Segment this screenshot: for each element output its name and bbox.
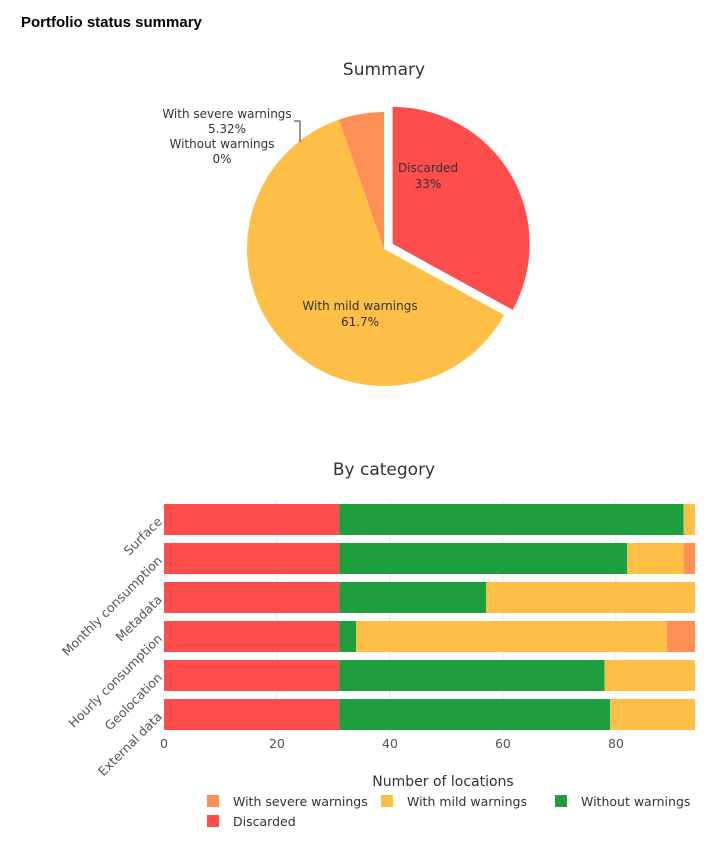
- bar-segment-without-warnings: [339, 582, 486, 613]
- bar-segment-without-warnings: [339, 621, 357, 652]
- bar-segment-discarded: [164, 660, 340, 691]
- x-tick-label: 60: [495, 736, 511, 751]
- bar-segment-with-mild-warnings: [610, 699, 695, 730]
- bar-segment-with-mild-warnings: [356, 621, 667, 652]
- pie-slice-with-severe-warnings: [339, 112, 384, 249]
- legend-label: With mild warnings: [407, 794, 527, 809]
- legend-label: Discarded: [233, 814, 296, 829]
- bar-segment-with-mild-warnings: [683, 504, 695, 535]
- legend-swatch: [381, 795, 393, 807]
- x-tick-label: 40: [382, 736, 398, 751]
- bar-segment-discarded: [164, 504, 340, 535]
- bar-segment-discarded: [164, 543, 340, 574]
- pie-pct-without: 0%: [212, 152, 231, 166]
- bar-segment-without-warnings: [339, 699, 611, 730]
- legend-label: With severe warnings: [233, 794, 368, 809]
- pie-slice-discarded: [392, 106, 530, 310]
- bar-segment-with-severe-warnings: [683, 543, 695, 574]
- bar-segment-with-mild-warnings: [604, 660, 695, 691]
- legend-label: Without warnings: [581, 794, 690, 809]
- legend: With severe warnings With mild warnings Wi…: [207, 794, 690, 829]
- x-tick-label: 0: [160, 736, 168, 751]
- bar-segment-discarded: [164, 582, 340, 613]
- bar-segment-with-severe-warnings: [666, 621, 695, 652]
- bar-chart: By category Number of locations SurfaceM…: [59, 460, 695, 790]
- pie-label-discarded: Discarded: [398, 161, 458, 175]
- pie-label-mild: With mild warnings: [302, 299, 417, 313]
- bar-segment-discarded: [164, 621, 340, 652]
- pie-pct-mild: 61.7%: [341, 315, 379, 329]
- y-tick-label: Surface: [121, 514, 165, 558]
- pie-label-severe: With severe warnings: [162, 107, 291, 121]
- bar-segment-discarded: [164, 699, 340, 730]
- bar-segment-without-warnings: [339, 504, 684, 535]
- bar-segment-without-warnings: [339, 660, 605, 691]
- pie-pct-severe: 5.32%: [208, 122, 246, 136]
- legend-swatch: [207, 815, 219, 827]
- legend-swatch: [207, 795, 219, 807]
- x-tick-label: 80: [608, 736, 624, 751]
- bar-segment-without-warnings: [339, 543, 628, 574]
- bar-segment-with-mild-warnings: [627, 543, 684, 574]
- pie-label-without: Without warnings: [169, 137, 274, 151]
- legend-swatch: [555, 795, 567, 807]
- x-tick-label: 20: [269, 736, 285, 751]
- pie-chart-title: Summary: [343, 60, 425, 80]
- pie-slice-with-mild-warnings: [246, 119, 505, 386]
- bar-segment-with-mild-warnings: [485, 582, 695, 613]
- pie-chart: Summary Discarded 33% With mild warnings 61…: [162, 60, 530, 386]
- x-axis-label: Number of locations: [372, 774, 513, 790]
- page-title: Portfolio status summary: [21, 14, 202, 31]
- bar-chart-title: By category: [333, 460, 435, 480]
- pie-leader-line-severe: [294, 120, 301, 142]
- pie-pct-discarded: 33%: [415, 177, 442, 191]
